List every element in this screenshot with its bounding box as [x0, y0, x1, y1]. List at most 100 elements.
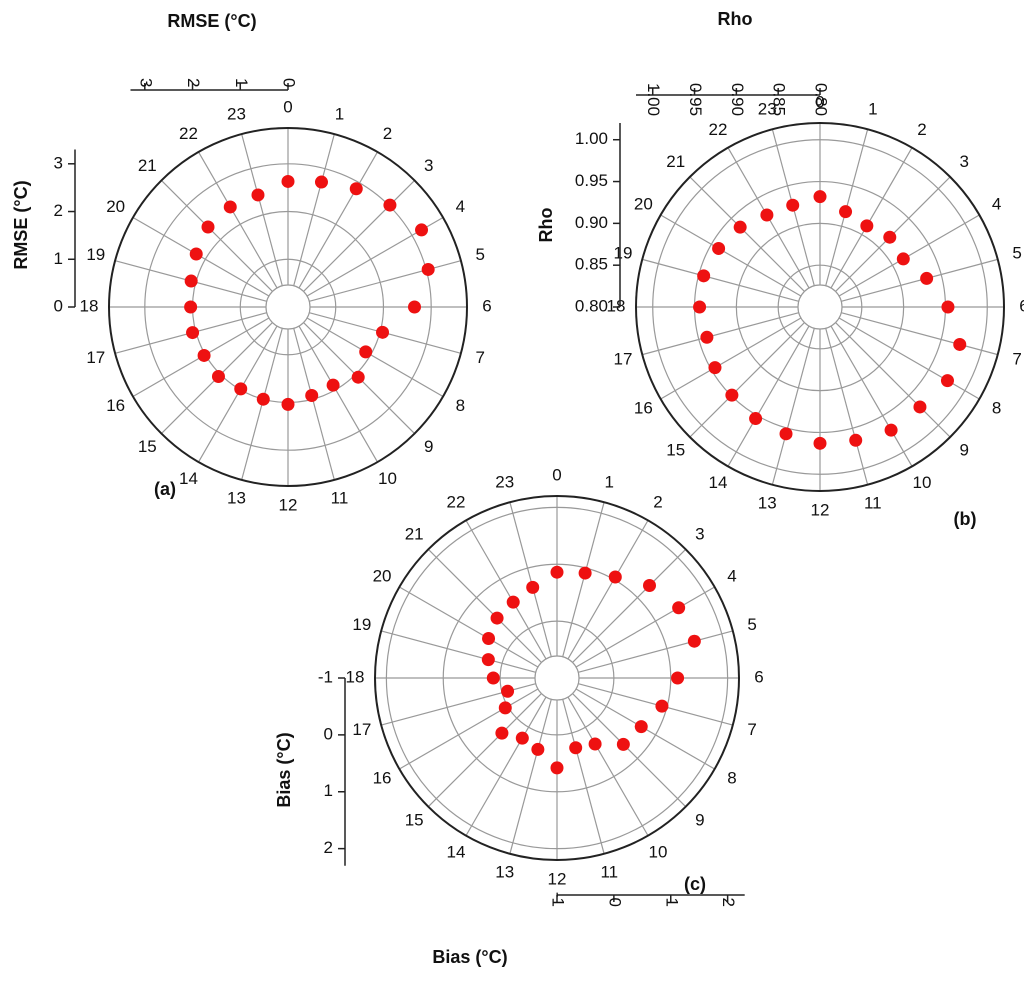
data-point [251, 188, 265, 202]
hour-label: 10 [378, 469, 397, 488]
data-point [884, 423, 898, 437]
hour-label: 0 [552, 465, 561, 484]
axis-label: Rho [718, 9, 753, 29]
y-tick-label: 2 [54, 201, 63, 220]
data-point [708, 361, 722, 375]
polar-plot: 0 1234567891011121314151617181920212223-1… [274, 465, 764, 966]
spoke [161, 180, 273, 292]
data-point [941, 300, 955, 314]
hour-label: 14 [179, 469, 198, 488]
hour-label: 7 [747, 720, 756, 739]
data-point [733, 220, 747, 234]
hour-label: 16 [373, 768, 392, 787]
center-hole [797, 284, 843, 330]
data-point [186, 326, 200, 340]
data-point [953, 337, 967, 351]
data-point [813, 190, 827, 204]
data-point [351, 370, 365, 384]
hour-label: 17 [352, 720, 371, 739]
data-point [642, 579, 656, 593]
data-point [421, 262, 435, 276]
hour-label: 13 [758, 494, 777, 513]
outer-circle [635, 122, 1005, 492]
polar-plot: 012345678910111213141516171819202122230.… [536, 9, 1024, 529]
hour-label: 23 [495, 472, 514, 491]
data-point [359, 345, 373, 359]
data-point [184, 300, 198, 314]
spoke [578, 630, 733, 673]
x-tick-label: 0.80 [812, 83, 831, 116]
data-point [495, 726, 509, 740]
hour-label: 22 [179, 124, 198, 143]
data-point [211, 370, 225, 384]
data-point [779, 427, 793, 441]
spoke [578, 683, 733, 726]
data-point [526, 580, 540, 594]
spoke [562, 502, 605, 657]
spoke [838, 214, 980, 297]
data-point [749, 412, 763, 426]
spoke [298, 151, 379, 289]
spoke [825, 328, 869, 485]
data-point [920, 271, 934, 285]
data-point [281, 174, 295, 188]
data-point [515, 731, 529, 745]
data-point [383, 198, 397, 212]
data-point [786, 198, 800, 212]
y-tick-label: 0.80 [575, 296, 608, 315]
data-point [376, 325, 390, 339]
spoke [303, 180, 415, 292]
y-tick-label: 0.95 [575, 171, 608, 190]
panel-label: (a) [154, 479, 176, 499]
data-point [687, 634, 701, 648]
hour-label: 21 [666, 152, 685, 171]
y-tick-label: -1 [318, 667, 333, 686]
data-point [725, 388, 739, 402]
hour-label: 9 [960, 441, 969, 460]
spoke [771, 328, 815, 485]
hour-label: 6 [482, 296, 491, 315]
spoke [727, 325, 810, 467]
data-point [940, 374, 954, 388]
data-point [184, 274, 198, 288]
hour-label: 21 [138, 156, 157, 175]
y-tick-label: 1 [324, 781, 333, 800]
hour-label: 14 [709, 473, 728, 492]
hour-label: 13 [227, 489, 246, 508]
hour-label: 5 [475, 245, 484, 264]
data-point [407, 300, 421, 314]
hour-label: 20 [373, 566, 392, 585]
hour-label: 15 [405, 810, 424, 829]
data-point [655, 699, 669, 713]
spoke [306, 317, 444, 398]
axis-label: Bias (°C) [274, 732, 294, 807]
data-point [314, 175, 328, 189]
data-point [671, 671, 685, 685]
center-hole [534, 655, 580, 701]
spoke [197, 151, 278, 289]
spoke [642, 258, 799, 302]
hour-label: 2 [917, 120, 926, 139]
hour-label: 14 [447, 842, 466, 861]
data-point [697, 269, 711, 283]
data-point [569, 741, 583, 755]
hour-label: 19 [352, 615, 371, 634]
y-tick-label: 1.00 [575, 129, 608, 148]
data-point [349, 182, 363, 196]
hour-label: 1 [868, 99, 877, 118]
data-point [693, 300, 707, 314]
hour-label: 17 [86, 348, 105, 367]
hour-label: 3 [960, 152, 969, 171]
hour-label: 16 [634, 398, 653, 417]
outer-circle [108, 127, 468, 487]
hour-label: 11 [331, 489, 349, 508]
hour-label: 12 [548, 869, 567, 888]
hour-label: 2 [653, 493, 662, 512]
spoke [841, 258, 998, 302]
hour-label: 19 [86, 245, 105, 264]
hour-label: 0 [815, 92, 824, 111]
data-point [616, 737, 630, 751]
x-tick-label: 1 [232, 78, 251, 87]
y-tick-label: 0.85 [575, 255, 608, 274]
data-point [700, 330, 714, 344]
